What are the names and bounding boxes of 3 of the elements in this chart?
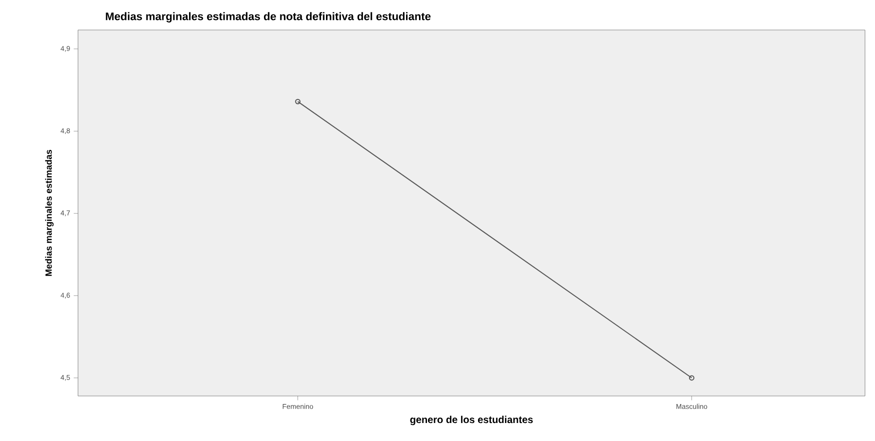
y-axis-title: Medias marginales estimadas bbox=[45, 150, 54, 276]
chart-title: Medias marginales estimadas de nota definitiva del estudiante bbox=[106, 12, 431, 22]
x-axis-title: genero de los estudiantes bbox=[410, 416, 533, 426]
